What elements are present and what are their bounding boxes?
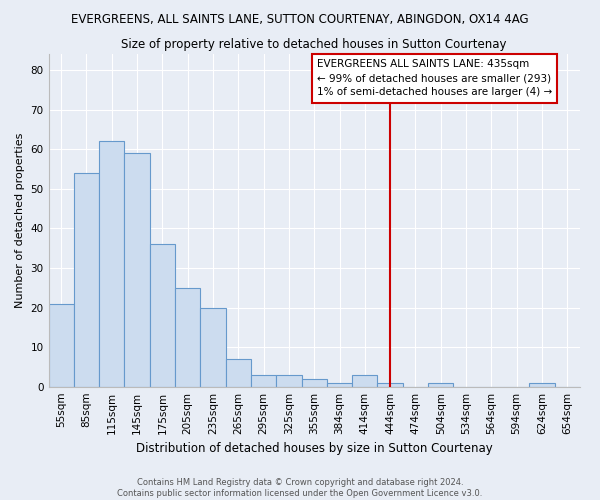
Bar: [124, 154, 150, 386]
Bar: [251, 375, 276, 386]
X-axis label: Distribution of detached houses by size in Sutton Courtenay: Distribution of detached houses by size …: [136, 442, 493, 455]
Bar: [302, 379, 327, 386]
Bar: [529, 382, 554, 386]
Bar: [327, 382, 352, 386]
Bar: [226, 359, 251, 386]
Text: EVERGREENS, ALL SAINTS LANE, SUTTON COURTENAY, ABINGDON, OX14 4AG: EVERGREENS, ALL SAINTS LANE, SUTTON COUR…: [71, 12, 529, 26]
Bar: [49, 304, 74, 386]
Title: Size of property relative to detached houses in Sutton Courtenay: Size of property relative to detached ho…: [121, 38, 507, 51]
Text: EVERGREENS ALL SAINTS LANE: 435sqm
← 99% of detached houses are smaller (293)
1%: EVERGREENS ALL SAINTS LANE: 435sqm ← 99%…: [317, 60, 552, 98]
Bar: [74, 173, 99, 386]
Text: Contains HM Land Registry data © Crown copyright and database right 2024.
Contai: Contains HM Land Registry data © Crown c…: [118, 478, 482, 498]
Bar: [377, 382, 403, 386]
Bar: [175, 288, 200, 386]
Bar: [200, 308, 226, 386]
Y-axis label: Number of detached properties: Number of detached properties: [15, 133, 25, 308]
Bar: [352, 375, 377, 386]
Bar: [428, 382, 454, 386]
Bar: [99, 142, 124, 386]
Bar: [276, 375, 302, 386]
Bar: [150, 244, 175, 386]
